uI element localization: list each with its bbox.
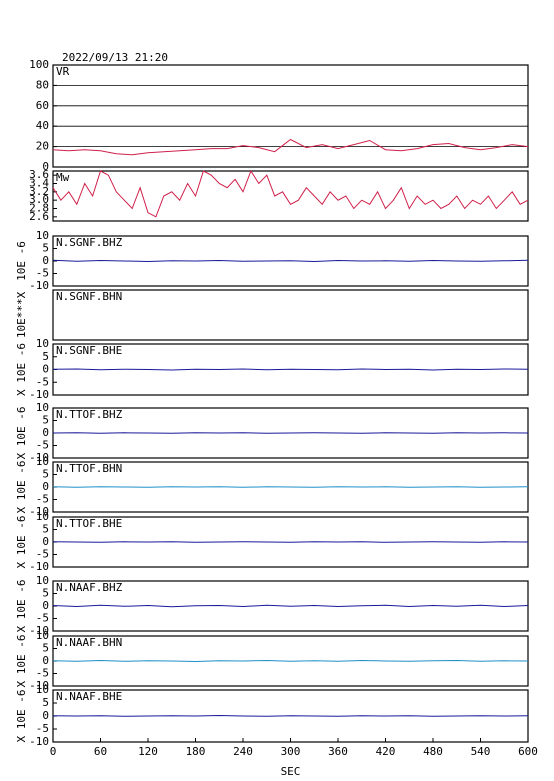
y-tick-label: -5 [36,493,49,506]
panel-label: N.NAAF.BHZ [56,581,123,594]
y-tick-label: -5 [36,548,49,561]
y-axis-label: X 10E -6 [15,690,28,743]
trace-line [52,541,529,543]
y-axis-label: 10E***X [15,291,28,338]
trace-line [52,714,529,717]
panel-frame [52,289,529,341]
y-tick-label: 0 [42,599,49,612]
x-axis-label: SEC [281,765,301,778]
y-tick-label: 60 [36,99,49,112]
trace-line [52,259,529,263]
y-tick-label: 5 [42,350,49,363]
y-tick-label: 80 [36,78,49,91]
y-tick-label: 0 [42,480,49,493]
panel-label: N.SGNF.BHZ [56,236,123,249]
panel-label: N.TTOF.BHN [56,462,122,475]
y-tick-label: -10 [29,505,49,518]
x-tick-label: 120 [138,745,158,758]
y-tick-label: 0 [42,535,49,548]
y-axis-label: X 10E -6 [15,635,28,688]
x-tick-label: 60 [94,745,107,758]
y-tick-label: 2.8 [29,202,49,215]
x-tick-label: 180 [186,745,206,758]
panel-frame [52,64,529,168]
trace-line [52,169,529,218]
y-tick-label: 10 [36,455,49,468]
y-tick-label: 3.6 [29,168,49,181]
chart-title: 2022/09/13 21:20 [62,51,168,64]
x-tick-label: 540 [471,745,491,758]
trace-line [52,138,529,156]
panel-label: N.NAAF.BHN [56,636,122,649]
y-tick-label: -10 [29,735,49,748]
x-tick-label: 600 [518,745,538,758]
trace-line [52,368,529,371]
y-tick-label: 10 [36,401,49,414]
y-tick-label: -10 [29,279,49,292]
y-tick-label: 5 [42,642,49,655]
y-tick-label: 10 [36,229,49,242]
y-axis-label: X 10E -6 [15,407,28,460]
y-tick-label: 5 [42,587,49,600]
panel-label: VR [56,65,70,78]
y-tick-label: 5 [42,696,49,709]
x-tick-label: 240 [233,745,253,758]
trace-line [52,659,529,663]
y-tick-label: 0 [42,654,49,667]
y-tick-label: 10 [36,510,49,523]
y-tick-label: 10 [36,337,49,350]
x-tick-label: 420 [376,745,396,758]
y-tick-label: 5 [42,468,49,481]
y-tick-label: 3.2 [29,185,49,198]
panel-label: Mw [56,171,70,184]
y-axis-label: X 10E -6 [15,343,28,396]
y-tick-label: -10 [29,451,49,464]
y-tick-label: 0 [42,254,49,267]
trace-line [52,432,529,434]
y-tick-label: 2.6 [29,210,49,223]
panel-label: N.TTOF.BHE [56,517,122,530]
y-tick-label: -10 [29,388,49,401]
y-axis-label: 10E -6 [15,241,28,281]
y-tick-label: -5 [36,722,49,735]
y-tick-label: 0 [42,160,49,173]
y-tick-label: 5 [42,414,49,427]
y-tick-label: 5 [42,523,49,536]
y-tick-label: -5 [36,667,49,680]
y-tick-label: 40 [36,119,49,132]
y-tick-label: 0 [42,426,49,439]
y-axis-label: X 10E -6 [15,461,28,514]
y-axis-label: X 10E -6 [15,516,28,569]
panel-label: N.NAAF.BHE [56,690,122,703]
trace-line [52,604,529,608]
y-tick-label: 0 [42,363,49,376]
panel-frame [52,170,529,222]
y-tick-label: 10 [36,683,49,696]
x-tick-label: 480 [423,745,443,758]
y-axis-label: X 10E -6 [15,580,28,633]
y-tick-label: -10 [29,679,49,692]
y-tick-label: 3.0 [29,193,49,206]
y-tick-label: 100 [29,58,49,71]
y-tick-label: 0 [42,709,49,722]
y-tick-label: 3.4 [29,177,49,190]
trace-line [52,486,529,488]
panel-label: N.SGNF.BHE [56,344,122,357]
panel-label: N.TTOF.BHZ [56,408,123,421]
y-tick-label: 5 [42,242,49,255]
y-tick-label: -5 [36,612,49,625]
y-tick-label: -5 [36,375,49,388]
y-tick-label: -10 [29,624,49,637]
y-tick-label: 10 [36,574,49,587]
x-tick-label: 360 [328,745,348,758]
y-tick-label: -5 [36,439,49,452]
x-tick-label: 300 [281,745,301,758]
y-tick-label: 20 [36,140,49,153]
panel-label: N.SGNF.BHN [56,290,122,303]
y-tick-label: 10 [36,629,49,642]
y-tick-label: -10 [29,560,49,573]
y-tick-label: -5 [36,267,49,280]
x-tick-label: 0 [50,745,57,758]
